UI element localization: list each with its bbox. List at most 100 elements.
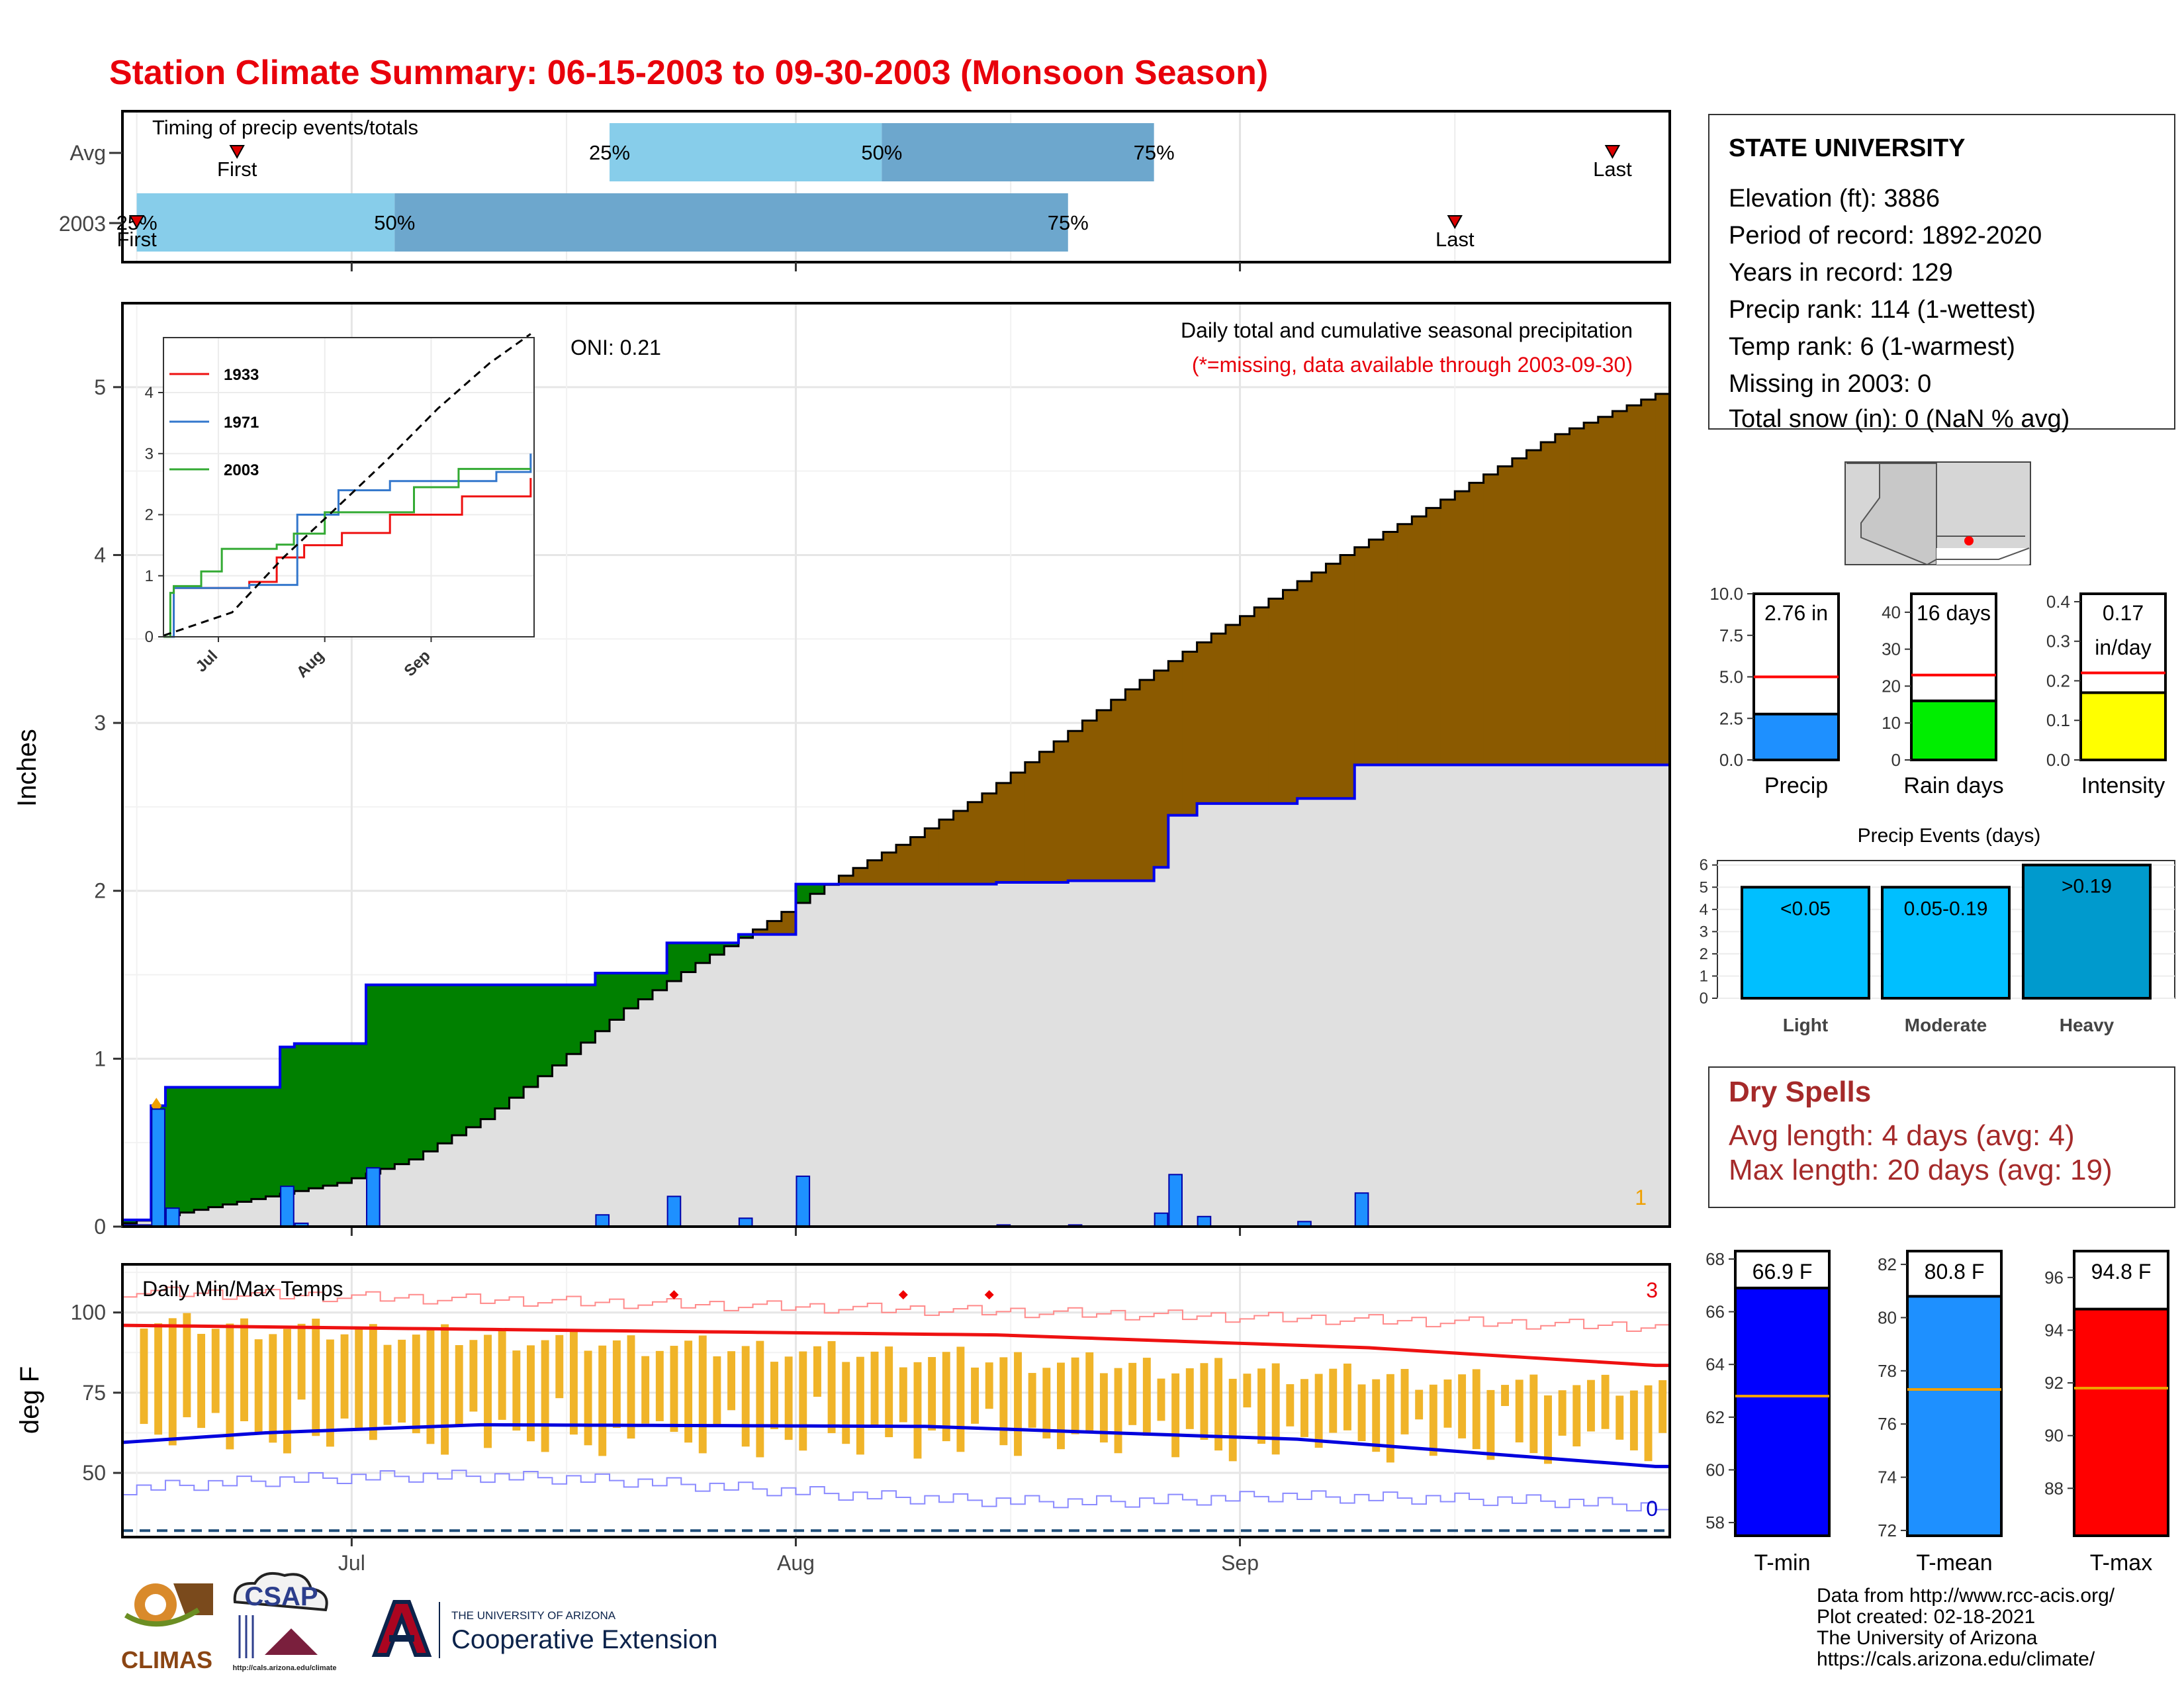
mini-bar-value bbox=[2079, 691, 2167, 762]
timing-q50-q75-bar bbox=[394, 193, 1068, 252]
below-normal-segment bbox=[1283, 590, 1298, 804]
above-normal-segment bbox=[337, 1043, 352, 1184]
timing-q50-label: 50% bbox=[374, 211, 415, 234]
below-normal-segment bbox=[1168, 661, 1183, 816]
daily-temp-bar bbox=[1558, 1390, 1567, 1436]
temp-bar-category-label: T-min bbox=[1754, 1550, 1811, 1575]
daily-precip-bar bbox=[366, 1167, 381, 1228]
station-elevation: Elevation (ft): 3886 bbox=[1729, 185, 1940, 212]
below-normal-segment bbox=[1082, 720, 1097, 881]
temp-y-tick-label: 75 bbox=[82, 1381, 106, 1405]
record-low-trace bbox=[122, 1470, 1670, 1512]
below-normal-segment bbox=[1311, 572, 1327, 799]
temp-bar-value bbox=[1734, 1286, 1831, 1537]
daily-temp-bar bbox=[412, 1335, 420, 1434]
temp-bar-y-tick-label: 82 bbox=[1878, 1254, 1897, 1274]
mini-bar-y-tick-label: 0.1 bbox=[2046, 710, 2070, 730]
mini-bar-y-tick-label: 5.0 bbox=[1719, 667, 1743, 687]
daily-temp-bar bbox=[813, 1346, 821, 1397]
daily-temp-bar bbox=[1300, 1379, 1308, 1437]
below-normal-segment bbox=[1541, 442, 1556, 765]
daily-temp-bar bbox=[469, 1340, 478, 1412]
below-normal-segment bbox=[1612, 411, 1627, 765]
above-normal-segment bbox=[681, 943, 696, 972]
above-normal-segment bbox=[623, 973, 639, 1009]
events-bar-label: <0.05 bbox=[1780, 898, 1831, 919]
daily-temp-bar bbox=[512, 1350, 521, 1431]
daily-temp-bar bbox=[355, 1329, 363, 1430]
observed-cumulative-line bbox=[122, 763, 1670, 1221]
timing-last-marker bbox=[1447, 215, 1463, 230]
above-normal-segment bbox=[480, 984, 496, 1119]
below-normal-segment bbox=[1125, 689, 1140, 881]
above-normal-segment bbox=[208, 1087, 224, 1207]
daily-temp-bar bbox=[1157, 1378, 1165, 1421]
above-normal-segment bbox=[738, 934, 754, 938]
above-normal-segment bbox=[408, 984, 424, 1160]
events-y-tick-label: 3 bbox=[1700, 923, 1708, 941]
below-normal-segment bbox=[1569, 428, 1584, 765]
daily-temp-bar bbox=[541, 1340, 549, 1452]
missing-note: (*=missing, data available through 2003-… bbox=[1192, 353, 1633, 377]
daily-temp-bar bbox=[140, 1328, 148, 1425]
daily-temp-bar bbox=[1057, 1362, 1065, 1450]
above-normal-segment bbox=[537, 984, 553, 1076]
precip-y-tick-label: 3 bbox=[94, 711, 106, 735]
above-normal-segment bbox=[638, 973, 653, 1000]
below-normal-segment bbox=[1369, 539, 1384, 765]
daily-temp-bar bbox=[1601, 1374, 1610, 1429]
daily-temp-bar bbox=[1572, 1385, 1581, 1447]
mini-bar-y-tick-label: 0.2 bbox=[2046, 671, 2070, 690]
below-normal-segment bbox=[968, 802, 983, 884]
record-high-trace bbox=[122, 1286, 1670, 1333]
inset-legend-label: 1971 bbox=[224, 414, 259, 432]
daily-temp-bar bbox=[340, 1334, 349, 1419]
above-normal-segment bbox=[567, 984, 582, 1055]
csap-url: http://cals.arizona.edu/climate bbox=[232, 1664, 336, 1672]
temp-bar-y-tick-label: 62 bbox=[1706, 1407, 1725, 1427]
daily-temp-bar bbox=[269, 1334, 277, 1443]
mini-bar-charts: 2.76 in 0.0 2.5 5.0 7.5 10.0 Precip 16 days 0 10 2… bbox=[1709, 584, 2167, 798]
mini-bar-category-label: Intensity bbox=[2081, 773, 2165, 798]
below-normal-segment bbox=[925, 828, 940, 884]
below-normal-segment bbox=[1111, 700, 1126, 881]
daily-temp-bar bbox=[1042, 1368, 1051, 1439]
below-normal-segment bbox=[867, 860, 882, 884]
daily-temp-bar bbox=[1486, 1389, 1495, 1460]
daily-temp-bar bbox=[312, 1319, 320, 1436]
below-normal-segment bbox=[1068, 731, 1083, 881]
events-y-tick-label: 6 bbox=[1700, 857, 1708, 874]
daily-temp-bar bbox=[784, 1356, 793, 1440]
above-normal-segment bbox=[380, 984, 395, 1169]
csap-logo-text: CSAP bbox=[244, 1582, 318, 1611]
daily-temp-bar bbox=[670, 1346, 678, 1432]
inset-series-1971 bbox=[163, 453, 532, 638]
daily-temp-bar bbox=[1171, 1373, 1180, 1458]
temp-bar-y-tick-label: 78 bbox=[1878, 1361, 1897, 1381]
precip-y-axis: 0 1 2 3 4 5 bbox=[94, 375, 122, 1239]
timing-first-marker bbox=[229, 145, 245, 160]
below-normal-segment bbox=[1182, 651, 1198, 816]
below-normal-segment bbox=[1240, 616, 1255, 804]
daily-temp-bar bbox=[1286, 1384, 1295, 1427]
station-snow: Total snow (in): 0 (NaN % avg) bbox=[1729, 405, 2070, 433]
daily-precip-bar bbox=[1154, 1212, 1169, 1228]
inset-frame bbox=[163, 337, 535, 637]
above-normal-segment bbox=[437, 984, 453, 1144]
mini-bar-value-unit: in/day bbox=[2095, 635, 2151, 659]
timing-q25-q50-bar bbox=[610, 123, 882, 181]
daily-temp-bar bbox=[842, 1362, 850, 1444]
daily-temp-bar bbox=[1214, 1358, 1223, 1451]
temp-panel: 50 75 100 Jul Aug Sep deg F Daily Min/Max Te… bbox=[15, 1263, 1671, 1575]
above-normal-segment bbox=[351, 1043, 367, 1178]
daily-temp-bar bbox=[1659, 1380, 1667, 1433]
dry-spells-avg: Avg length: 4 days (avg: 4) bbox=[1729, 1119, 2075, 1152]
daily-temp-bar bbox=[1228, 1378, 1237, 1462]
record-high-marker bbox=[984, 1290, 994, 1300]
above-normal-segment bbox=[237, 1087, 252, 1202]
below-normal-segment bbox=[1254, 607, 1269, 804]
daily-temp-bar bbox=[569, 1330, 578, 1435]
events-bar bbox=[1741, 886, 1870, 1000]
daily-temp-bar bbox=[698, 1335, 707, 1454]
